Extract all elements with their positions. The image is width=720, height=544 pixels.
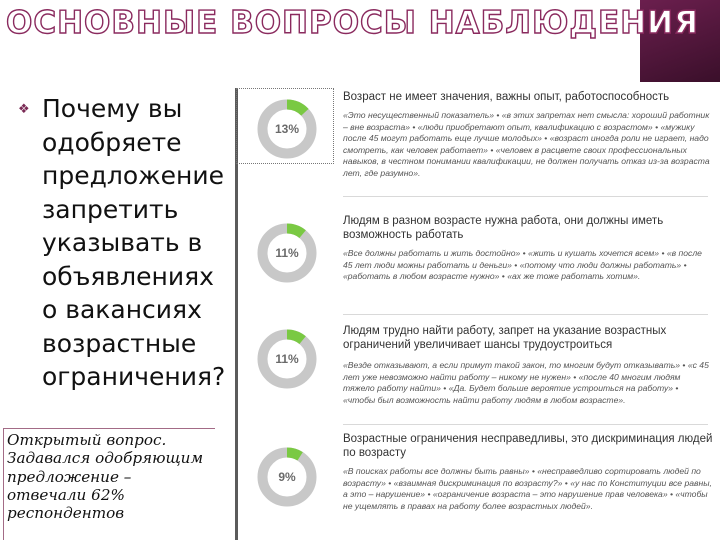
result-quotes: «Везде отказывают, а если примут такой з… [343, 360, 709, 405]
donut-segment [257, 447, 317, 507]
result-item: 13% Возраст не имеет значения, важны опы… [238, 90, 716, 202]
selection-box [236, 88, 334, 164]
divider [343, 424, 708, 425]
result-quotes: «В поисках работы все должны быть равны»… [343, 466, 712, 511]
bullet-icon: ❖ [18, 102, 30, 117]
donut-percent: 11% [275, 246, 299, 260]
result-quotes: «Все должны работать и жить достойно» • … [343, 248, 702, 282]
donut-chart: 9% [256, 446, 318, 508]
slide-title: ОСНОВНЫЕ ВОПРОСЫ НАБЛЮДЕНИЯ [5, 4, 699, 41]
donut-percent: 11% [275, 352, 299, 366]
donut-percent: 9% [278, 470, 296, 484]
result-heading: Людям в разном возрасте нужна работа, он… [343, 215, 664, 241]
result-heading: Людям трудно найти работу, запрет на ука… [343, 325, 667, 351]
survey-question: Почему вы одобряете предложение запретит… [42, 94, 226, 391]
panel-divider [235, 88, 238, 540]
donut-percent: 13% [274, 122, 300, 136]
results-panel: 13% Возраст не имеет значения, важны опы… [238, 86, 716, 540]
decorative-corner [640, 0, 720, 82]
question-note: Открытый вопрос. Задавался одобряющим пр… [3, 428, 215, 540]
result-quotes: «Это несущественный показатель» • «в эти… [343, 110, 710, 178]
donut-segment [257, 99, 317, 159]
result-heading: Возраст не имеет значения, важны опыт, р… [343, 91, 670, 103]
result-item: 11% Людям трудно найти работу, запрет на… [238, 324, 716, 436]
result-item: 9% Возрастные ограничения несправедливы,… [238, 432, 716, 544]
divider [343, 314, 708, 315]
divider [343, 196, 708, 197]
donut-chart: 13% [256, 98, 318, 160]
donut-chart: 11% [256, 328, 318, 390]
donut-chart: 11% [256, 222, 318, 284]
result-heading: Возрастные ограничения несправедливы, эт… [343, 433, 713, 459]
donut-segment [257, 223, 317, 283]
result-item: 11% Людям в разном возрасте нужна работа… [238, 214, 716, 326]
donut-segment [257, 329, 317, 389]
